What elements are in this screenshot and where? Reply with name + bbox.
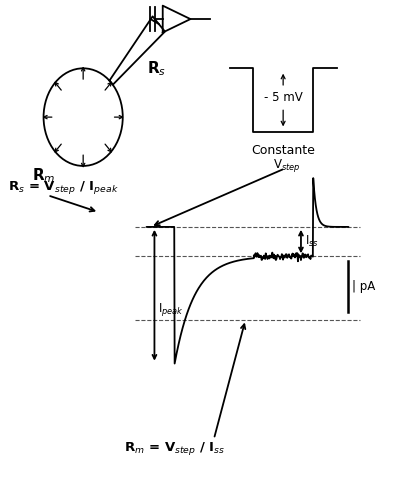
Text: I$_{peak}$: I$_{peak}$ — [158, 302, 185, 318]
Text: - 5 mV: - 5 mV — [264, 91, 303, 104]
Text: R$_s$: R$_s$ — [147, 59, 166, 78]
Text: Constante: Constante — [251, 144, 315, 157]
Text: R$_m$: R$_m$ — [32, 166, 55, 185]
Text: R$_s$ = V$_{step}$ / I$_{peak}$: R$_s$ = V$_{step}$ / I$_{peak}$ — [8, 180, 118, 196]
Text: V$_{step}$: V$_{step}$ — [273, 157, 301, 174]
Text: I$_{ss}$: I$_{ss}$ — [305, 234, 319, 249]
Text: | pA: | pA — [352, 280, 376, 293]
Text: R$_m$ = V$_{step}$ / I$_{ss}$: R$_m$ = V$_{step}$ / I$_{ss}$ — [124, 441, 225, 457]
